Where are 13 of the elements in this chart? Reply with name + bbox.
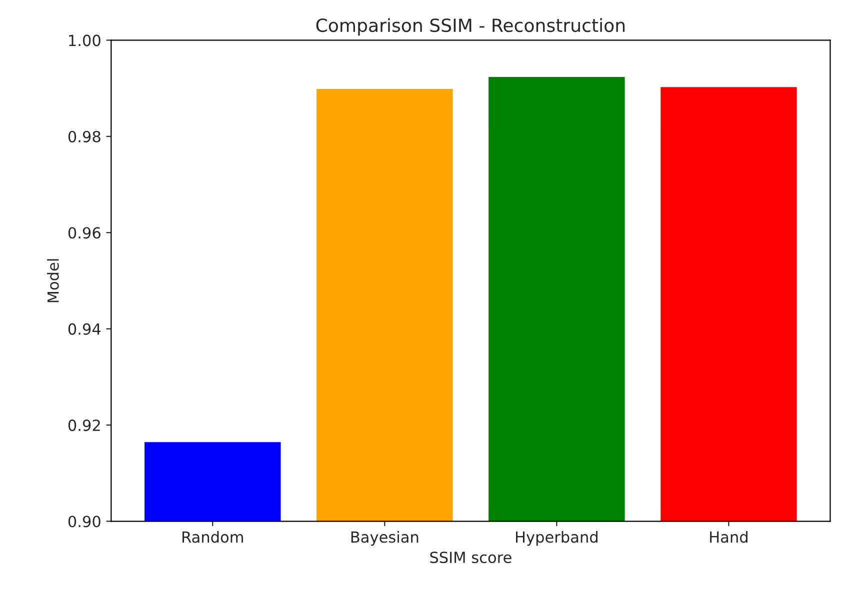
y-tick-label: 1.00 <box>69 34 100 46</box>
y-tick-label: 0.90 <box>68 516 100 528</box>
y-tick-label: 0.96 <box>68 227 100 239</box>
y-tick-label: 0.92 <box>68 420 100 432</box>
x-tick-label: Hand <box>710 530 748 543</box>
x-tick-label: Bayesian <box>351 530 418 546</box>
x-axis-title: SSIM score <box>430 552 512 564</box>
x-tick-label: Random <box>182 530 243 543</box>
y-axis-title: Model <box>47 259 59 302</box>
x-tick-label: Hyperband <box>516 530 598 546</box>
y-tick-label: 0.98 <box>68 130 100 142</box>
y-tick-label: 0.94 <box>68 323 101 335</box>
chart-title: Comparison SSIM - Reconstruction <box>316 18 625 36</box>
